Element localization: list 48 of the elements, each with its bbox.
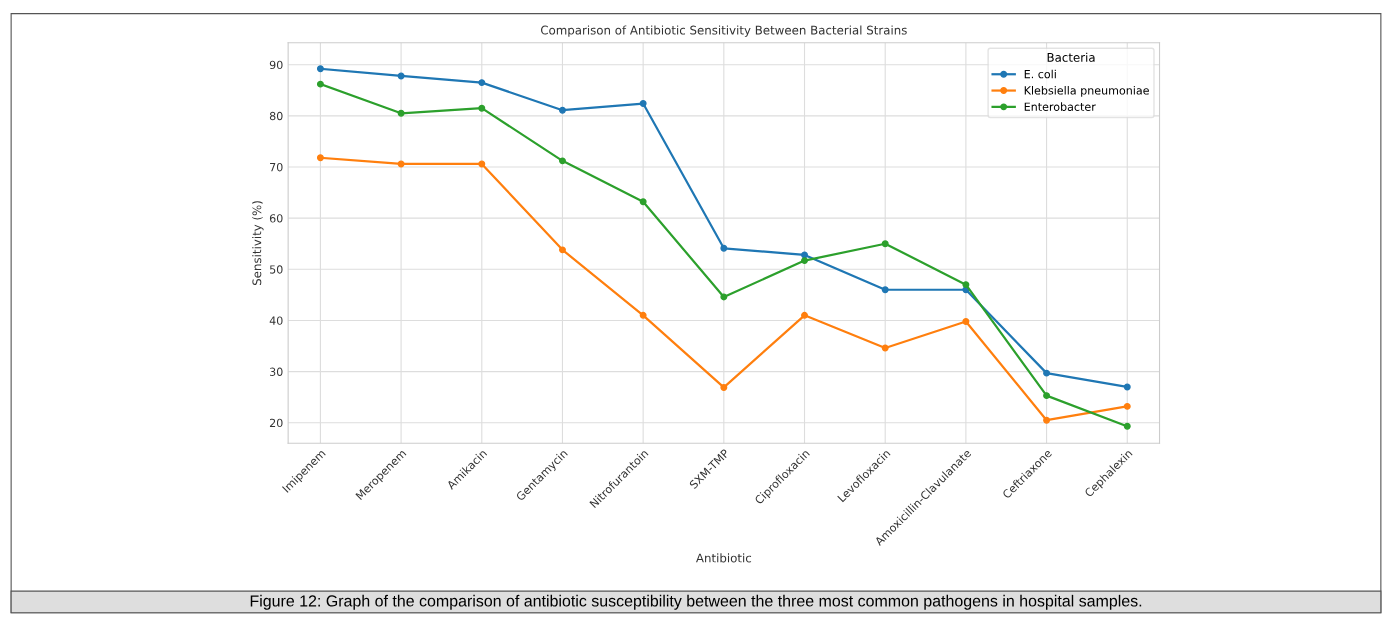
point: [397, 109, 405, 117]
point: [1123, 422, 1131, 430]
legend-label: Klebsiella pneumoniae: [1024, 86, 1149, 97]
point: [962, 281, 970, 289]
point: [801, 311, 808, 319]
y-tick-label: 50: [270, 265, 283, 274]
y-tick-label: 80: [269, 111, 283, 121]
point: [1123, 402, 1131, 410]
point: [1043, 416, 1051, 424]
legend-label: Enterobacter: [1024, 102, 1096, 111]
y-tick-label: 30: [269, 367, 283, 376]
point: [639, 198, 647, 206]
point: [639, 311, 647, 319]
point: [316, 154, 324, 162]
legend-label: E. coli: [1024, 69, 1056, 79]
y-tick-label: 20: [269, 418, 283, 428]
y-tick-label: 60: [269, 214, 283, 223]
point: [397, 160, 405, 168]
legend-title: Bacteria: [1047, 52, 1095, 62]
point: [1043, 369, 1051, 377]
point: [316, 65, 324, 73]
point: [1043, 392, 1051, 400]
point: [881, 344, 889, 352]
point: [558, 157, 566, 165]
point: [720, 244, 728, 252]
y-axis-title: Sensitivity (%): [252, 201, 264, 285]
point: [639, 100, 647, 108]
point: [801, 251, 808, 259]
point: [478, 79, 486, 87]
point: [720, 383, 728, 391]
point: [881, 286, 889, 294]
point: [478, 104, 486, 112]
caption: Figure 12: Graph of the comparison of antibiotic susceptibility between the three most common pathogens in hospital samples.: [250, 594, 1142, 610]
point: [397, 72, 405, 80]
point: [881, 240, 889, 248]
point: [962, 317, 970, 325]
x-axis-title: Antibiotic: [696, 553, 752, 563]
y-tick-label: 90: [269, 60, 283, 70]
y-tick-label: 70: [270, 162, 283, 172]
y-tick-label: 40: [269, 316, 283, 325]
point: [1123, 383, 1131, 391]
chart-title: Comparison of Antibiotic Sensitivity Between Bacterial Strains: [540, 25, 907, 37]
point: [558, 246, 566, 254]
point: [720, 293, 728, 301]
point: [558, 106, 566, 114]
point: [478, 160, 486, 168]
point: [801, 257, 808, 265]
point: [316, 80, 324, 88]
